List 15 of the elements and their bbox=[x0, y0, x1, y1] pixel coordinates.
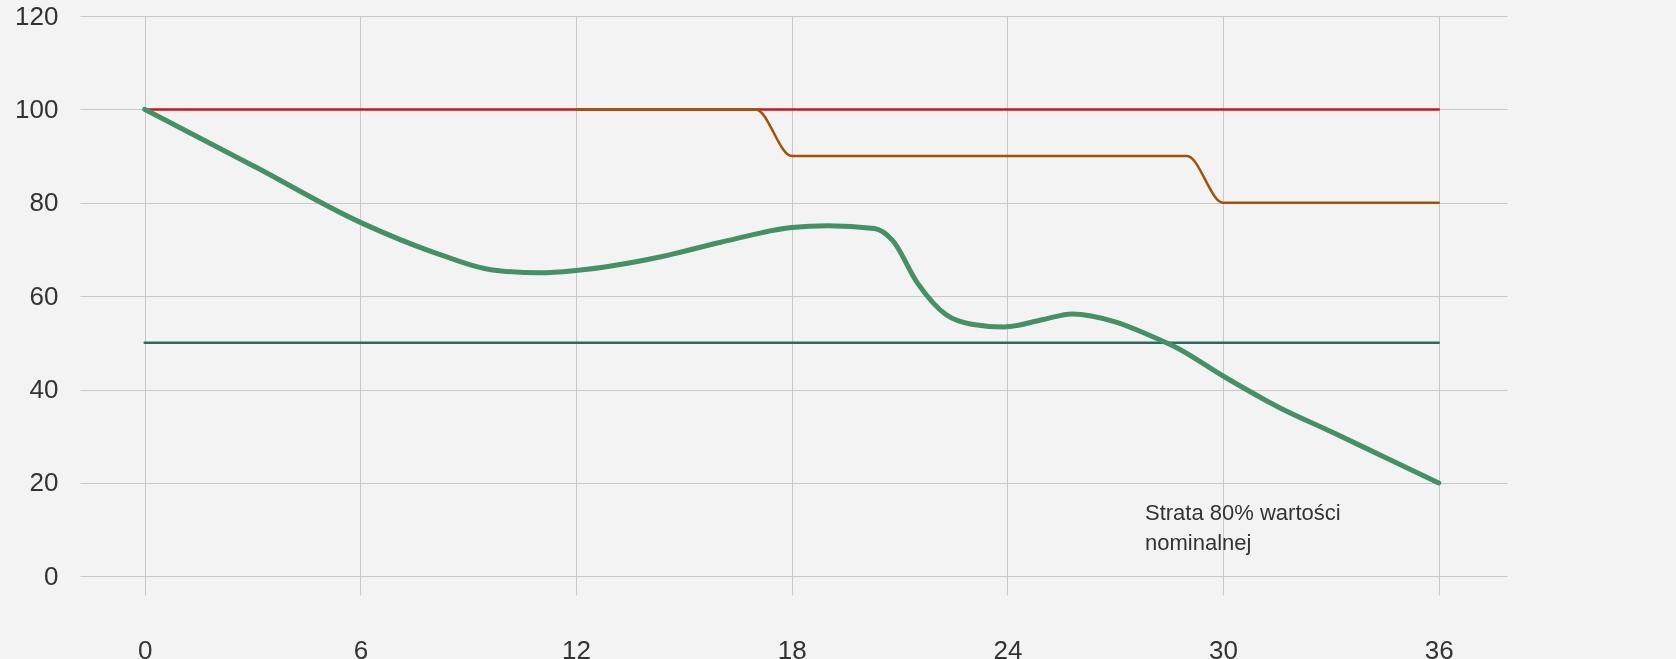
x-tick-label: 30 bbox=[1209, 634, 1238, 659]
y-tick-label: 100 bbox=[15, 93, 59, 124]
annotation: Strata 80% wartości nominalnej bbox=[1145, 500, 1341, 555]
y-tick-label: 20 bbox=[29, 467, 59, 498]
x-tick-label: 36 bbox=[1424, 634, 1454, 659]
y-tick-label: 0 bbox=[44, 560, 59, 591]
x-tick-label: 24 bbox=[993, 634, 1023, 659]
x-tick-label: 0 bbox=[137, 634, 153, 659]
y-tick-label: 120 bbox=[15, 0, 59, 31]
y-tick-label: 80 bbox=[29, 187, 59, 218]
x-tick-label: 18 bbox=[777, 634, 807, 659]
x-tick-label: 12 bbox=[562, 634, 591, 659]
y-tick-label: 60 bbox=[29, 280, 59, 311]
y-tick-label: 40 bbox=[29, 374, 59, 405]
x-tick-label: 6 bbox=[353, 634, 369, 659]
